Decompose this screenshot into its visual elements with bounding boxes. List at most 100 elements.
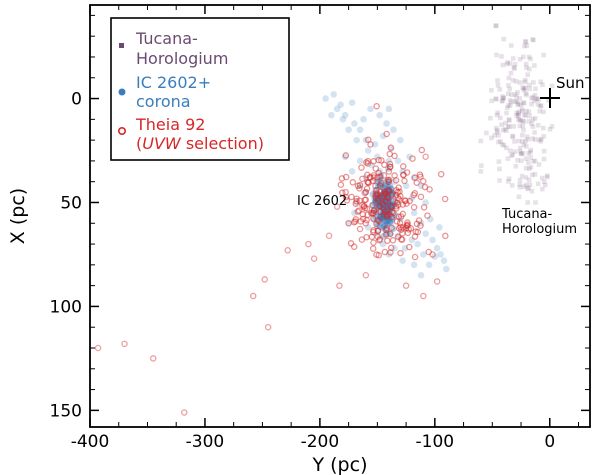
- ic2602-corona-point: [399, 257, 406, 264]
- theia92-point: [424, 212, 431, 219]
- tuchor-point: [493, 96, 499, 102]
- tuchor-point: [520, 123, 526, 129]
- tuchor-point: [523, 165, 529, 171]
- tuchor-point: [512, 62, 518, 67]
- tuchor-point: [540, 82, 545, 88]
- tuchor-point: [517, 184, 523, 190]
- legend-ic2602-line2: corona: [136, 92, 191, 111]
- tuchor-point: [519, 106, 525, 112]
- tuchor-point: [504, 128, 509, 133]
- tuchor-point: [535, 181, 541, 187]
- tuchor-point: [535, 122, 541, 128]
- tuchor-point: [517, 123, 523, 129]
- legend-tuchor-line2: Horologium: [136, 49, 228, 68]
- theia92-outlier-point: [305, 240, 312, 248]
- tuchor-point: [509, 99, 514, 105]
- tuchor-point: [515, 90, 520, 95]
- tuchor-point: [521, 87, 527, 93]
- tuchor-point: [500, 142, 505, 147]
- tuchor-point: [519, 132, 525, 138]
- theia92-point: [364, 160, 372, 167]
- ic2602-corona-point: [333, 105, 341, 113]
- tuchor-point: [540, 125, 546, 131]
- tuchor-point: [517, 177, 523, 183]
- tuchor-point: [536, 162, 542, 167]
- theia92-point: [370, 227, 377, 234]
- tuchor-point: [544, 174, 550, 180]
- tuchor-point: [478, 138, 484, 144]
- theia92-outlier-point: [249, 292, 257, 300]
- theia92-outlier-point: [284, 247, 291, 254]
- sun-marker: [540, 88, 560, 108]
- tuchor-point: [521, 100, 526, 106]
- tuchor-point: [527, 113, 532, 119]
- tuchor-point: [511, 65, 517, 70]
- tuchor-point: [525, 136, 531, 142]
- theia92-point: [352, 216, 360, 223]
- tuchor-point: [531, 98, 537, 104]
- theia92-point: [363, 234, 370, 241]
- theia92-point: [383, 224, 390, 232]
- tuchor-point: [514, 99, 519, 104]
- ic2602-corona-point: [353, 136, 360, 144]
- tuchor-point: [484, 130, 489, 136]
- tuchor-point: [524, 134, 530, 139]
- ic2602-corona-point: [420, 251, 427, 258]
- tuchor-point: [522, 79, 528, 85]
- tuchor-point: [534, 96, 540, 102]
- theia92-point: [342, 152, 350, 159]
- tuchor-point: [523, 175, 529, 180]
- ic2602-corona-point: [410, 261, 418, 269]
- legend-marker-tuchor: [119, 43, 124, 48]
- theia92-point: [381, 190, 389, 198]
- tuchor-point: [495, 110, 501, 116]
- tuchor-point: [512, 92, 518, 97]
- tuchor-point: [509, 183, 515, 188]
- tuchor-point: [525, 200, 531, 205]
- tuchor-point: [520, 150, 526, 156]
- tuchor-point: [536, 97, 541, 102]
- tuchor-point: [479, 163, 484, 168]
- ic2602-corona-point: [367, 105, 374, 113]
- tuchor-label-line1: Tucana-: [501, 207, 553, 222]
- tuchor-point: [518, 158, 524, 164]
- tuchor-point: [549, 124, 555, 129]
- tuchor-point: [517, 57, 523, 62]
- theia92-outlier-point: [181, 409, 188, 416]
- tuchor-point: [497, 178, 502, 183]
- tuchor-point: [505, 60, 510, 65]
- theia92-point: [394, 194, 402, 202]
- tuchor-point: [515, 101, 521, 106]
- tuchor-point: [532, 172, 538, 177]
- theia92-point: [386, 187, 393, 194]
- tuchor-point: [493, 23, 499, 29]
- theia92-outlier-point: [422, 153, 429, 161]
- theia92-point: [363, 185, 371, 192]
- theia92-point: [370, 239, 377, 246]
- tuchor-point: [523, 156, 529, 161]
- theia92-point: [386, 163, 394, 171]
- tuchor-point: [526, 177, 532, 183]
- tuchor-point: [532, 137, 538, 142]
- tuchor-point: [532, 92, 538, 98]
- tuchor-point: [508, 70, 514, 76]
- legend-theia-line2-suffix: selection): [181, 134, 264, 153]
- tuchor-point: [496, 159, 502, 164]
- tuchor-point: [500, 98, 505, 104]
- tuchor-point: [498, 139, 503, 144]
- tuchor-point: [522, 119, 527, 124]
- ic2602-corona-point: [422, 230, 429, 237]
- tuchor-point: [518, 102, 523, 107]
- tuchor-point: [541, 52, 546, 58]
- tuchor-point: [509, 153, 514, 159]
- tuchor-point: [506, 118, 512, 123]
- theia92-point: [339, 189, 346, 196]
- theia92-point: [356, 225, 364, 233]
- tuchor-point: [521, 127, 526, 133]
- tuchor-point: [531, 80, 536, 85]
- theia92-point: [437, 170, 445, 178]
- tuchor-point: [507, 61, 513, 66]
- ic2602-corona-point: [348, 168, 356, 175]
- tuchor-point: [527, 118, 532, 124]
- tuchor-point: [537, 108, 543, 114]
